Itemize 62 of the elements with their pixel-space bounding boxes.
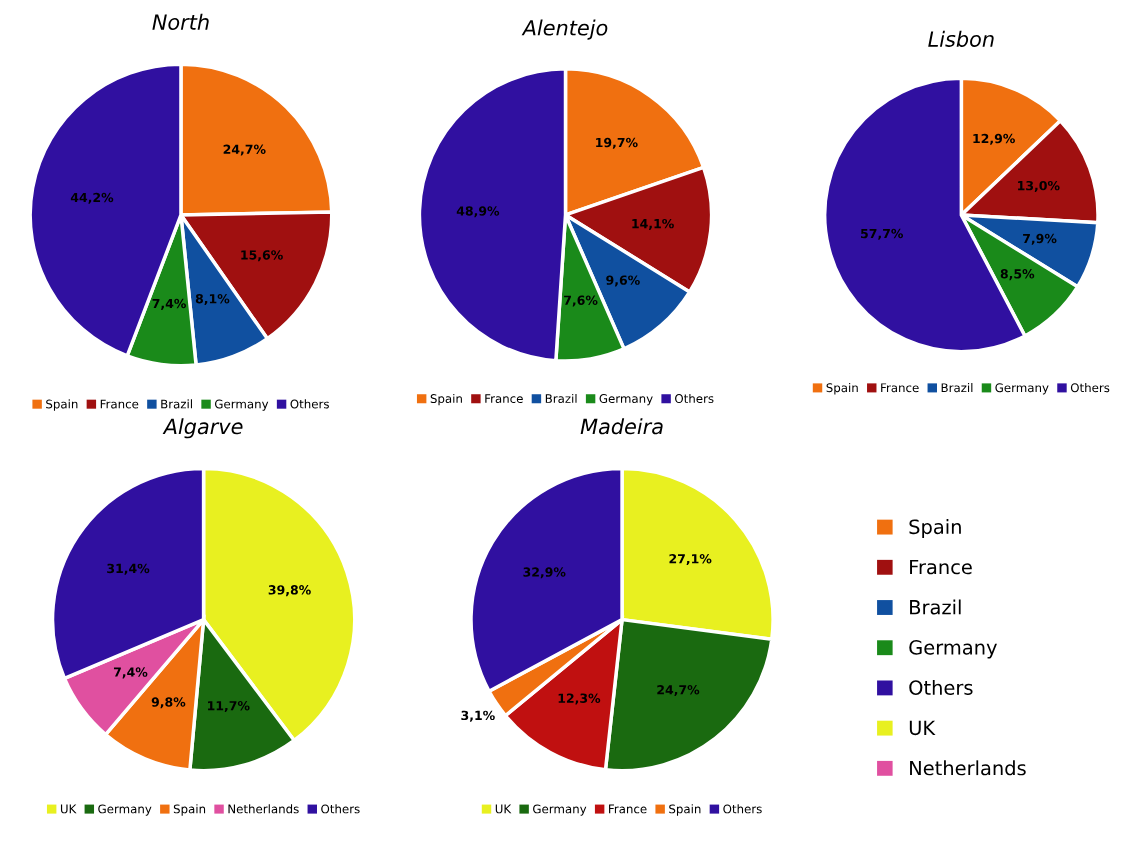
data-label: 7,6% bbox=[564, 295, 598, 307]
data-label: 15,6% bbox=[241, 250, 283, 262]
legend-label: Others bbox=[723, 804, 762, 814]
data-label: 9,6% bbox=[606, 275, 640, 287]
legend-label: Spain bbox=[669, 804, 701, 816]
legend-label: Germany bbox=[533, 804, 587, 816]
data-label: 8,1% bbox=[195, 293, 230, 306]
legend-label: UK bbox=[495, 804, 512, 814]
legend-label: Netherlands bbox=[228, 804, 299, 814]
category-label: Brazil bbox=[910, 599, 961, 615]
data-label: 7,4% bbox=[113, 667, 148, 679]
data-label: 13,0% bbox=[1018, 180, 1060, 192]
legend-label: Germany bbox=[995, 383, 1049, 395]
data-label: 32,9% bbox=[523, 567, 566, 579]
data-label: 48,9% bbox=[456, 206, 500, 218]
category-label: UK bbox=[909, 720, 936, 736]
legend-label: Others bbox=[290, 399, 329, 409]
data-label: 3,1% bbox=[461, 710, 495, 722]
chart-title: Algarve bbox=[162, 418, 243, 439]
data-label: 11,7% bbox=[208, 700, 250, 713]
data-label: 7,9% bbox=[1023, 233, 1057, 245]
data-label: 57,7% bbox=[861, 228, 904, 240]
legend-label: Germany bbox=[214, 399, 269, 411]
category-label: Spain bbox=[909, 519, 961, 538]
legend-label: France bbox=[609, 804, 647, 814]
data-label: 27,1% bbox=[669, 554, 712, 566]
legend-label: Germany bbox=[599, 394, 653, 406]
data-label: 9,8% bbox=[151, 697, 186, 709]
legend-label: Spain bbox=[46, 399, 78, 411]
data-label: 44,2% bbox=[70, 192, 114, 204]
data-label: 19,7% bbox=[596, 137, 638, 149]
legend-label: Spain bbox=[173, 804, 206, 816]
legend-label: UK bbox=[60, 804, 77, 814]
data-label: 24,7% bbox=[223, 144, 266, 156]
chart-title: Madeira bbox=[580, 418, 663, 435]
data-label: 39,8% bbox=[268, 585, 311, 597]
legend-label: Brazil bbox=[545, 393, 577, 404]
legend-label: Brazil bbox=[161, 399, 192, 409]
data-label: 12,9% bbox=[973, 133, 1015, 145]
legend-label: Spain bbox=[430, 393, 462, 406]
data-label: 8,5% bbox=[1000, 269, 1035, 281]
legend-label: Others bbox=[1070, 383, 1110, 393]
category-label: Others bbox=[909, 679, 973, 695]
data-label: 24,7% bbox=[657, 685, 700, 697]
legend-label: Spain bbox=[826, 383, 858, 395]
data-label: 7,4% bbox=[152, 298, 186, 310]
legend-label: France bbox=[485, 394, 523, 404]
category-label: France bbox=[910, 559, 972, 575]
chart-title: North bbox=[152, 13, 209, 30]
legend-label: Others bbox=[675, 393, 714, 404]
legend-label: Others bbox=[321, 804, 360, 814]
data-label: 14,1% bbox=[632, 218, 674, 230]
legend-label: Germany bbox=[98, 804, 152, 816]
chart-title: Alentejo bbox=[521, 19, 608, 40]
data-label: 12,3% bbox=[558, 693, 601, 705]
category-label: Netherlands bbox=[910, 760, 1026, 776]
chart-title: Lisbon bbox=[928, 30, 994, 47]
legend-label: Brazil bbox=[941, 383, 973, 393]
legend-label: France bbox=[100, 399, 139, 409]
data-label: 31,4% bbox=[107, 563, 150, 575]
category-label: Germany bbox=[909, 640, 997, 659]
legend-label: France bbox=[881, 383, 919, 393]
